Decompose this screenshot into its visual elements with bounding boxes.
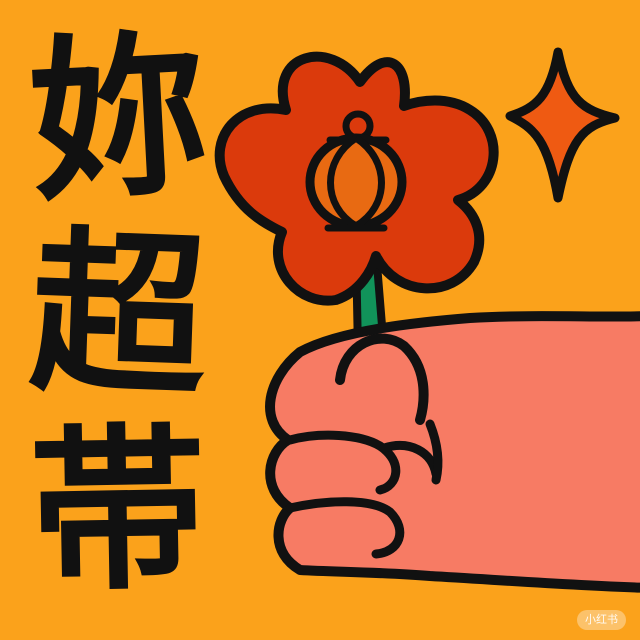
lantern-icon [305,110,407,232]
headline-char-2: 超 [26,209,210,422]
finger-lines [285,419,443,559]
watermark-label: 小红书 [585,613,618,626]
sparkle-icon [505,47,620,203]
hand-icon [265,311,640,593]
watermark-badge: 小红书 [577,610,626,630]
headline-char-3: 帯 [28,407,208,616]
headline-char-1: 妳 [24,12,212,227]
headline-text: 妳 超 帯 [18,13,218,622]
thumb-shape [335,333,429,425]
